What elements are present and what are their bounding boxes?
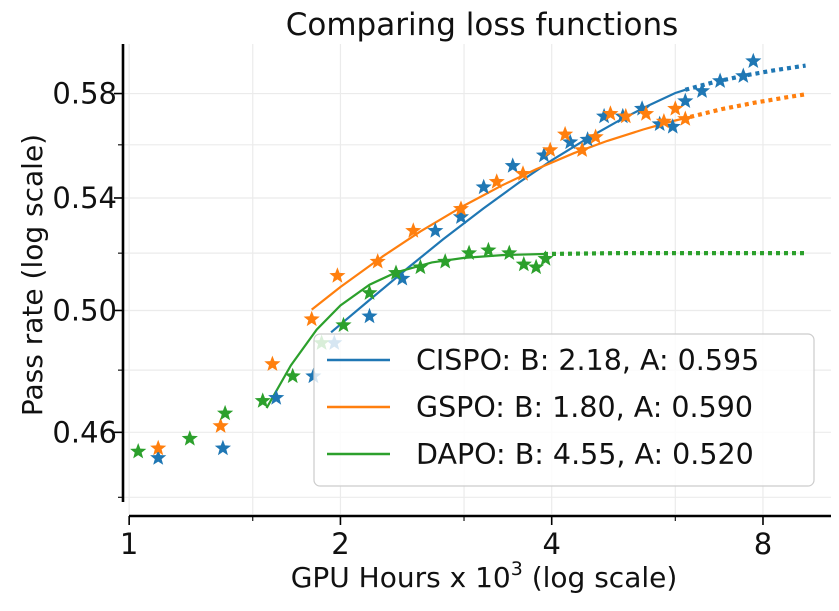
data-point-star <box>461 244 478 260</box>
data-point-star <box>437 253 454 269</box>
data-point-star <box>735 67 752 83</box>
data-point-star <box>596 107 613 124</box>
data-point-star <box>335 316 352 332</box>
data-point-star <box>387 264 405 280</box>
data-point-star <box>268 389 285 405</box>
data-point-star <box>305 367 322 384</box>
data-point-star <box>667 100 684 116</box>
data-point-star <box>712 72 729 88</box>
data-point-star <box>452 208 469 224</box>
data-point-star <box>664 118 681 134</box>
fit-line-extrapolated <box>543 251 806 257</box>
legend-entry-cispo: CISPO: B: 2.18, A: 0.595 <box>327 344 759 377</box>
x-axis-label-suffix: (log scale) <box>523 561 677 594</box>
data-point-star <box>480 241 497 258</box>
data-point-star <box>587 128 604 144</box>
fit-line-solid <box>311 115 691 311</box>
data-point-star <box>475 178 492 195</box>
data-point-star <box>264 355 281 371</box>
data-point-star <box>217 404 234 421</box>
legend-label-gspo: GSPO: B: 1.80, A: 0.590 <box>416 391 753 424</box>
fit-line-extrapolated <box>689 92 806 119</box>
data-point-star <box>693 82 711 98</box>
data-point-star <box>212 417 229 433</box>
x-axis-label: GPU Hours x 103 (log scale) <box>291 558 678 594</box>
legend-entry-dapo: DAPO: B: 4.55, A: 0.520 <box>327 438 754 471</box>
x-tick-label: 2 <box>331 527 349 561</box>
data-point-star <box>579 131 596 147</box>
legend-label-cispo: CISPO: B: 2.18, A: 0.595 <box>416 344 759 377</box>
data-point-star <box>369 253 386 269</box>
x-tick-label: 4 <box>542 527 560 561</box>
data-point-star <box>528 258 545 275</box>
legend-entry-gspo: GSPO: B: 1.80, A: 0.590 <box>327 391 753 424</box>
data-point-star <box>501 244 518 260</box>
data-point-star <box>602 105 619 121</box>
data-point-star <box>412 258 429 275</box>
data-point-star <box>677 92 694 108</box>
y-axis-label: Pass rate (log scale) <box>16 134 49 416</box>
axes-layer: 1 2 4 8 0.46 0.50 0.54 0.58 <box>52 44 831 561</box>
y-tick-label: 0.58 <box>52 77 117 111</box>
data-point-star <box>130 443 147 459</box>
legend: CISPO: B: 2.18, A: 0.595 GSPO: B: 1.80, … <box>313 333 815 487</box>
data-point-star <box>745 52 762 68</box>
data-point-star <box>329 267 346 283</box>
data-point-star <box>361 284 378 300</box>
data-point-star <box>617 107 634 124</box>
data-point-star <box>651 115 668 131</box>
fit-line-solid <box>265 252 545 409</box>
chart-title: Comparing loss functions <box>286 7 679 43</box>
data-point-star <box>677 110 694 126</box>
data-point-star <box>504 157 521 173</box>
data-point-star <box>214 439 231 456</box>
x-axis-label-main: GPU Hours x 10 <box>291 561 511 594</box>
data-points-layer <box>130 52 762 465</box>
data-point-star <box>515 255 532 272</box>
data-point-star <box>488 173 505 189</box>
data-point-star <box>557 125 574 142</box>
data-point-star <box>637 105 655 121</box>
y-tick-label: 0.50 <box>52 293 117 327</box>
y-tick-label: 0.46 <box>52 415 117 449</box>
data-point-star <box>655 113 672 129</box>
data-point-star <box>562 133 579 150</box>
data-point-star <box>284 367 301 384</box>
data-point-star <box>537 250 554 266</box>
data-point-star <box>405 222 422 238</box>
data-point-star <box>542 141 559 157</box>
y-tick-label: 0.54 <box>52 181 117 215</box>
data-point-star <box>452 200 469 216</box>
legend-label-dapo: DAPO: B: 4.55, A: 0.520 <box>416 438 754 471</box>
data-point-star <box>394 270 411 286</box>
data-point-star <box>535 146 553 163</box>
data-point-star <box>150 449 167 465</box>
data-point-star <box>361 307 378 324</box>
x-axis-label-exponent: 3 <box>511 558 523 580</box>
data-point-star <box>254 392 271 408</box>
x-tick-label: 8 <box>754 527 772 561</box>
x-tick-label: 1 <box>120 527 138 561</box>
data-point-star <box>514 165 531 181</box>
fit-line-solid <box>330 88 686 334</box>
data-point-star <box>181 430 198 446</box>
data-point-star <box>574 141 591 157</box>
data-point-star <box>150 439 167 456</box>
data-point-star <box>634 100 651 116</box>
data-point-star <box>427 222 444 238</box>
data-point-star <box>303 310 320 327</box>
legend-box <box>313 333 815 487</box>
